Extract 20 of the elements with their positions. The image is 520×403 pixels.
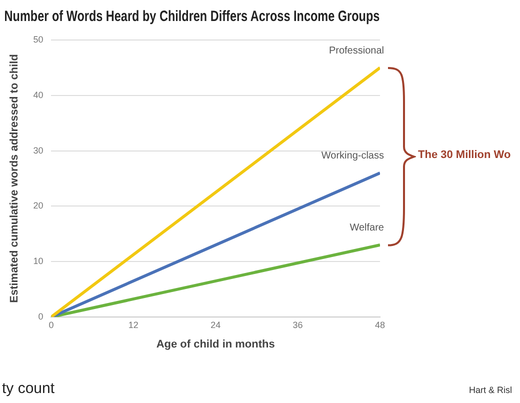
text: Hart & Risl (468, 385, 512, 395)
text: ty count (2, 380, 55, 397)
text: The 30 Million Wo (418, 149, 511, 162)
y-tick-label: 30 (33, 145, 44, 156)
y-tick-label: 0 (38, 311, 44, 322)
x-tick-label: 0 (48, 320, 54, 330)
x-tick-label: 24 (210, 320, 221, 330)
series-label: Professional (328, 45, 384, 56)
x-axis-title: Age of child in months (156, 338, 275, 350)
y-tick-label: 20 (33, 200, 44, 211)
y-tick-label: 50 (33, 34, 44, 44)
x-tick-label: 12 (128, 320, 138, 330)
x-tick-label: 48 (374, 320, 386, 330)
series-label: Welfare (350, 222, 384, 234)
y-tick-label: 40 (33, 90, 44, 100)
x-tick-label: 36 (292, 320, 303, 330)
y-tick-label: 10 (33, 256, 44, 266)
chart-title: Number of Words Heard by Children Differs Across Income Groups (4, 8, 380, 24)
y-axis-title: Estimated cumulative words addressed to child (8, 54, 21, 303)
series-label: Working-class (321, 150, 384, 162)
